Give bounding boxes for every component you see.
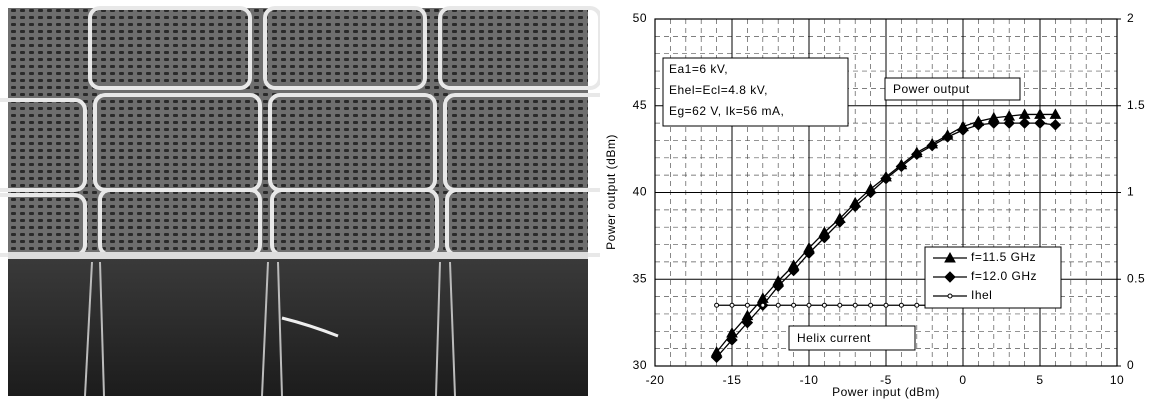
point (744, 302, 750, 308)
debris (281, 316, 339, 338)
y-tick-label: 40 (633, 185, 647, 199)
y2-tick-label: 1.5 (1127, 98, 1145, 112)
point (803, 247, 815, 259)
point (849, 200, 861, 213)
x-tick-label: -20 (646, 373, 665, 387)
legend-marker (944, 271, 956, 283)
y-tick-label: 30 (633, 358, 647, 372)
point (741, 316, 754, 329)
micrograph (0, 6, 600, 397)
point (834, 216, 846, 228)
point (806, 302, 812, 308)
point (914, 302, 920, 308)
point (837, 302, 843, 308)
point (972, 119, 985, 131)
point (1003, 117, 1015, 129)
point (988, 117, 1000, 129)
membrane (8, 8, 588, 258)
substrate (8, 258, 588, 396)
trenches (84, 261, 456, 397)
y2-tick-label: 0.5 (1127, 271, 1145, 285)
point (729, 302, 735, 308)
point (760, 302, 766, 308)
annotation: Ehel=Ecl=4.8 kV, (669, 83, 768, 97)
annotation-box (788, 325, 916, 351)
point (864, 186, 877, 199)
x-axis-label: Power input (dBm) (832, 385, 940, 399)
y2-tick-label: 0 (1127, 358, 1134, 372)
point (772, 280, 784, 292)
y2-tick-label: 2 (1127, 11, 1134, 25)
point (957, 124, 969, 136)
legend-marker (944, 251, 956, 263)
point (852, 302, 858, 308)
plot-frame (654, 18, 1118, 367)
x-tick-label: 0 (959, 373, 966, 387)
point (1049, 108, 1062, 119)
point (880, 172, 892, 185)
legend-marker (947, 293, 953, 299)
point (775, 302, 781, 308)
annotation-box (662, 57, 849, 127)
point (898, 302, 904, 308)
legend-label: f=11.5 GHz (971, 250, 1036, 264)
point (791, 302, 797, 308)
x-tick-label: -10 (800, 373, 819, 387)
x-tick-label: -5 (880, 373, 892, 387)
edge (8, 252, 588, 259)
point (1034, 117, 1046, 129)
y-axis-label: Power output (dBm) (604, 134, 618, 250)
annotation-box (884, 77, 1021, 101)
point (787, 264, 800, 277)
point (726, 334, 738, 346)
legend-label: Ihel (971, 288, 992, 302)
point (818, 231, 831, 244)
point (1049, 119, 1062, 131)
point (941, 131, 954, 143)
point (1018, 117, 1031, 129)
chart: Power output (dBm) Power input (dBm) -20… (604, 11, 1145, 399)
annotation: Eg=62 V, Ik=56 mA, (669, 104, 784, 118)
annotation: Power output (893, 82, 970, 96)
point (821, 302, 827, 308)
x-tick-label: -15 (723, 373, 742, 387)
series (710, 117, 1062, 364)
x-tick-label: 10 (1110, 373, 1124, 387)
y-tick-label: 45 (633, 98, 647, 112)
y2-tick-label: 1 (1127, 185, 1134, 199)
point (911, 148, 923, 161)
annotation: Helix current (797, 331, 871, 345)
point (868, 302, 874, 308)
point (714, 302, 720, 308)
annotation: Ea1=6 kV, (669, 62, 728, 76)
legend-label: f=12.0 GHz (971, 269, 1037, 283)
point (895, 160, 908, 173)
y-tick-label: 50 (633, 11, 647, 25)
point (710, 351, 723, 364)
point (883, 302, 889, 308)
point (926, 139, 938, 152)
x-tick-label: 5 (1036, 373, 1043, 387)
y-tick-label: 35 (633, 271, 647, 285)
